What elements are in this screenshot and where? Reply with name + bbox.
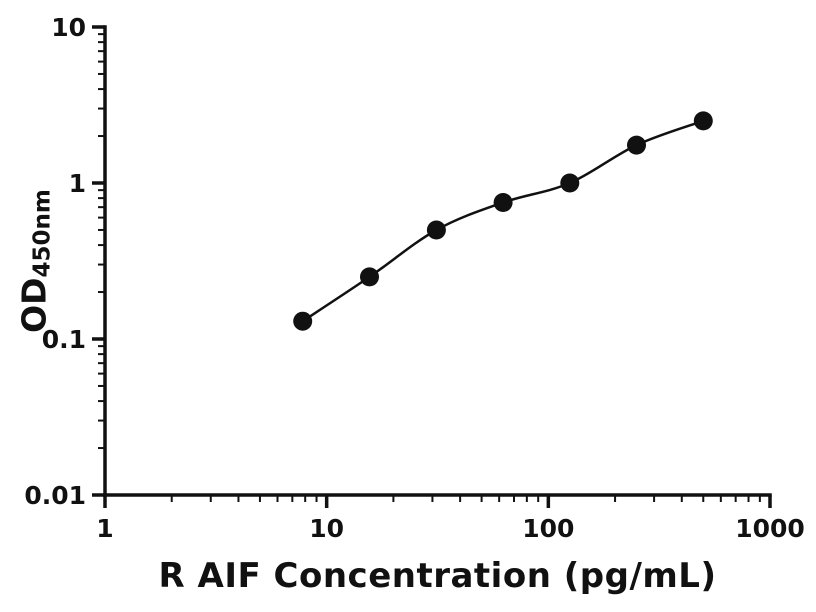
data-point-marker [360, 267, 379, 287]
data-point-marker [560, 173, 580, 193]
x-axis-tick-label: 1000 [735, 514, 805, 543]
data-point-marker [293, 311, 313, 331]
x-axis-tick-label: 10 [309, 514, 344, 543]
data-point-marker [693, 111, 713, 131]
y-axis-tick-label: 10 [51, 13, 86, 42]
x-axis-tick-label: 100 [522, 514, 574, 543]
y-axis-tick-label: 0.1 [42, 325, 86, 354]
data-point-marker [493, 193, 513, 212]
y-axis-tick-label: 1 [69, 169, 86, 198]
data-point-marker [627, 135, 646, 155]
data-point-marker [426, 220, 446, 240]
y-axis-tick-label: 0.01 [24, 481, 86, 510]
x-axis-tick-label: 1 [96, 514, 113, 543]
